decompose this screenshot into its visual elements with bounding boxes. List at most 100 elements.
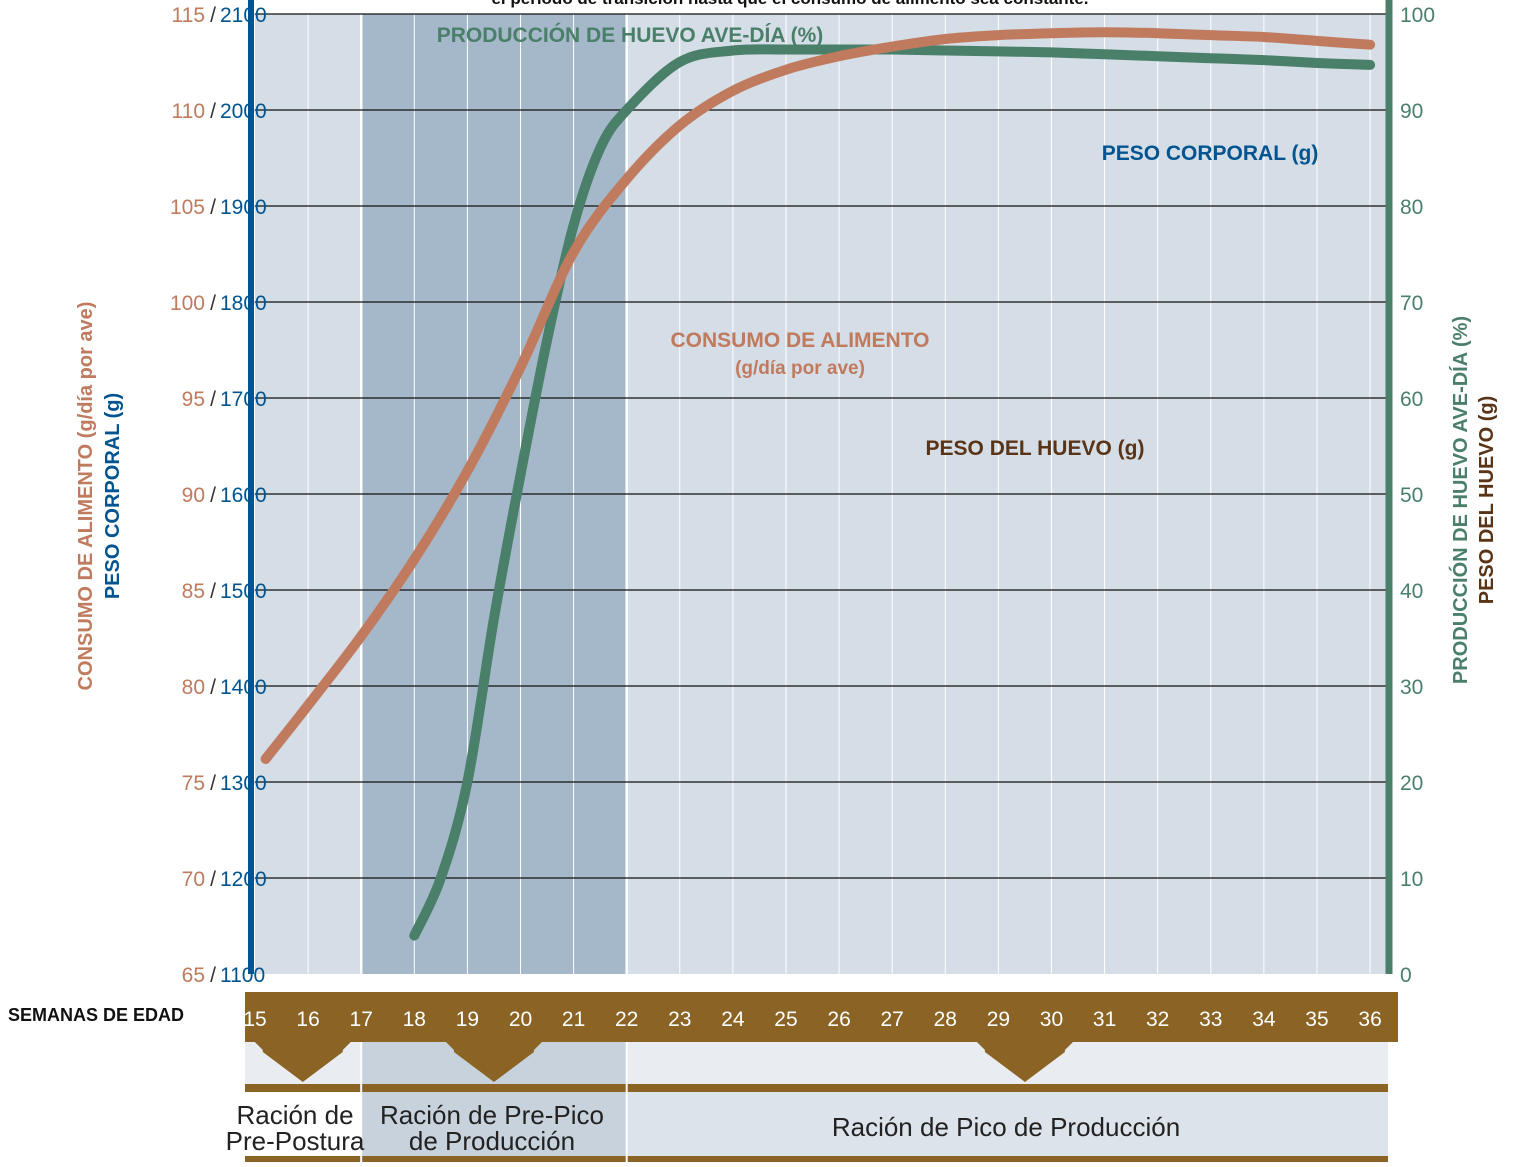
left-tick-feed: 95 (182, 388, 205, 411)
right-tick: 80 (1400, 196, 1423, 219)
left-tick-feed: 80 (182, 676, 205, 699)
series-lines (260, 27, 1376, 941)
left-tick-body: 1300 (220, 772, 267, 795)
ration-pre-peak-line2: de Producción (408, 1126, 576, 1156)
week-tick-label: 24 (721, 1008, 745, 1031)
left-axis-title-body: PESO CORPORAL (g) (102, 393, 124, 599)
week-tick-label: 22 (615, 1008, 638, 1031)
feed-series-line (260, 27, 1376, 764)
left-tick-feed: 70 (182, 868, 205, 891)
right-axis-title-egg: PESO DEL HUEVO (g) (1476, 396, 1498, 605)
left-tick-body: 1200 (220, 868, 267, 891)
left-tick-separator: / (210, 868, 216, 891)
body-weight-series-label: PESO CORPORAL (g) (1102, 142, 1319, 165)
left-axis-title-feed: CONSUMO DE ALIMENTO (g/día por ave) (75, 302, 97, 691)
ration-divider-bottom (245, 1156, 1388, 1162)
left-tick-separator: / (210, 580, 216, 603)
ration-arrows (245, 1042, 1388, 1162)
production-series-label: PRODUCCIÓN DE HUEVO AVE-DÍA (%) (437, 23, 824, 47)
right-tick: 100 (1400, 4, 1435, 27)
left-tick-separator: / (210, 484, 216, 507)
ration-arrow (445, 1042, 542, 1082)
left-tick-feed: 75 (182, 772, 205, 795)
left-tick-body: 2100 (220, 4, 267, 27)
feed-series-sublabel: (g/día por ave) (735, 358, 865, 379)
week-tick-label: 21 (562, 1008, 585, 1031)
left-tick-body: 1700 (220, 388, 267, 411)
ration-label-peak: Ración de Pico de Producción (626, 1114, 1386, 1140)
week-tick-label: 18 (403, 1008, 426, 1031)
week-tick-label: 29 (987, 1008, 1010, 1031)
left-tick-body: 1400 (220, 676, 267, 699)
feed-series-label: CONSUMO DE ALIMENTO (670, 329, 929, 352)
right-tick: 40 (1400, 580, 1423, 603)
week-tick-label: 26 (827, 1008, 850, 1031)
left-tick-feed: 100 (170, 292, 205, 315)
ration-divider-top (245, 1084, 1388, 1092)
x-axis-title: SEMANAS DE EDAD (8, 1005, 184, 1025)
left-tick-feed: 110 (172, 100, 205, 123)
week-tick-label: 27 (881, 1008, 904, 1031)
ration-peak-label-bg (626, 1092, 1388, 1156)
left-tick-separator: / (210, 196, 216, 219)
week-tick-label: 15 (243, 1008, 266, 1031)
left-tick-separator: / (210, 388, 216, 411)
left-tick-body: 1500 (220, 580, 267, 603)
week-tick-label: 19 (456, 1008, 479, 1031)
left-tick-separator: / (210, 292, 216, 315)
egg-weight-series-label: PESO DEL HUEVO (g) (926, 437, 1145, 460)
week-tick-label: 36 (1358, 1008, 1381, 1031)
ration-pre-lay-line2: Pre-Postura (225, 1126, 365, 1156)
left-tick-feed: 105 (170, 196, 205, 219)
left-tick-separator: / (210, 964, 216, 987)
right-tick: 30 (1400, 676, 1423, 699)
ration-arrow (254, 1042, 351, 1082)
right-tick: 10 (1400, 868, 1423, 891)
week-tick-label: 25 (774, 1008, 797, 1031)
axes: 65/110070/120075/130080/140085/150090/16… (170, 0, 1435, 987)
left-tick-body: 2000 (220, 100, 267, 123)
week-bar: 15 16 17 18 19 20 21 22 23 24 25 26 27 28 29 30 31 32 33 34… (243, 992, 1398, 1042)
left-tick-body: 1600 (220, 484, 267, 507)
left-tick-feed: 90 (182, 484, 205, 507)
left-tick-body: 1900 (220, 196, 267, 219)
right-tick: 20 (1400, 772, 1423, 795)
left-tick-feed: 65 (182, 964, 205, 987)
week-tick-label: 34 (1252, 1008, 1276, 1031)
grid-lines (255, 13, 1386, 974)
week-tick-label: 31 (1093, 1008, 1116, 1031)
week-tick-label: 30 (1040, 1008, 1063, 1031)
ration-pre-peak-line1: Ración de Pre-Pico (380, 1100, 604, 1130)
week-tick-label: 20 (509, 1008, 532, 1031)
ration-peak-line1: Ración de Pico de Producción (831, 1112, 1181, 1142)
right-tick: 70 (1400, 292, 1423, 315)
week-tick-label: 23 (668, 1008, 691, 1031)
ration-label-pre-lay: Ración de Pre-Postura (215, 1102, 375, 1154)
week-tick-label: 35 (1305, 1008, 1328, 1031)
ration-arrow (976, 1042, 1073, 1082)
left-tick-feed: 85 (182, 580, 205, 603)
ration-pre-lay-line1: Ración de (236, 1100, 354, 1130)
right-tick: 0 (1400, 964, 1412, 987)
week-tick-label: 33 (1199, 1008, 1222, 1031)
right-tick: 60 (1400, 388, 1423, 411)
week-tick-label: 28 (934, 1008, 957, 1031)
right-tick: 90 (1400, 100, 1423, 123)
week-bar-background (245, 992, 1398, 1042)
week-tick-label: 17 (350, 1008, 373, 1031)
left-tick-body: 1100 (220, 964, 265, 987)
left-tick-separator: / (210, 100, 216, 123)
left-tick-separator: / (210, 4, 216, 27)
week-tick-label: 16 (296, 1008, 319, 1031)
chart-title: el período de transición hasta que el co… (491, 0, 1088, 8)
right-tick: 50 (1400, 484, 1423, 507)
left-tick-separator: / (210, 772, 216, 795)
left-tick-body: 1800 (220, 292, 267, 315)
ration-prepeak-label-bg (361, 1092, 627, 1156)
left-tick-feed: 115 (172, 4, 205, 27)
week-tick-label: 32 (1146, 1008, 1169, 1031)
ration-label-pre-peak: Ración de Pre-Pico de Producción (362, 1102, 622, 1154)
left-tick-separator: / (210, 676, 216, 699)
